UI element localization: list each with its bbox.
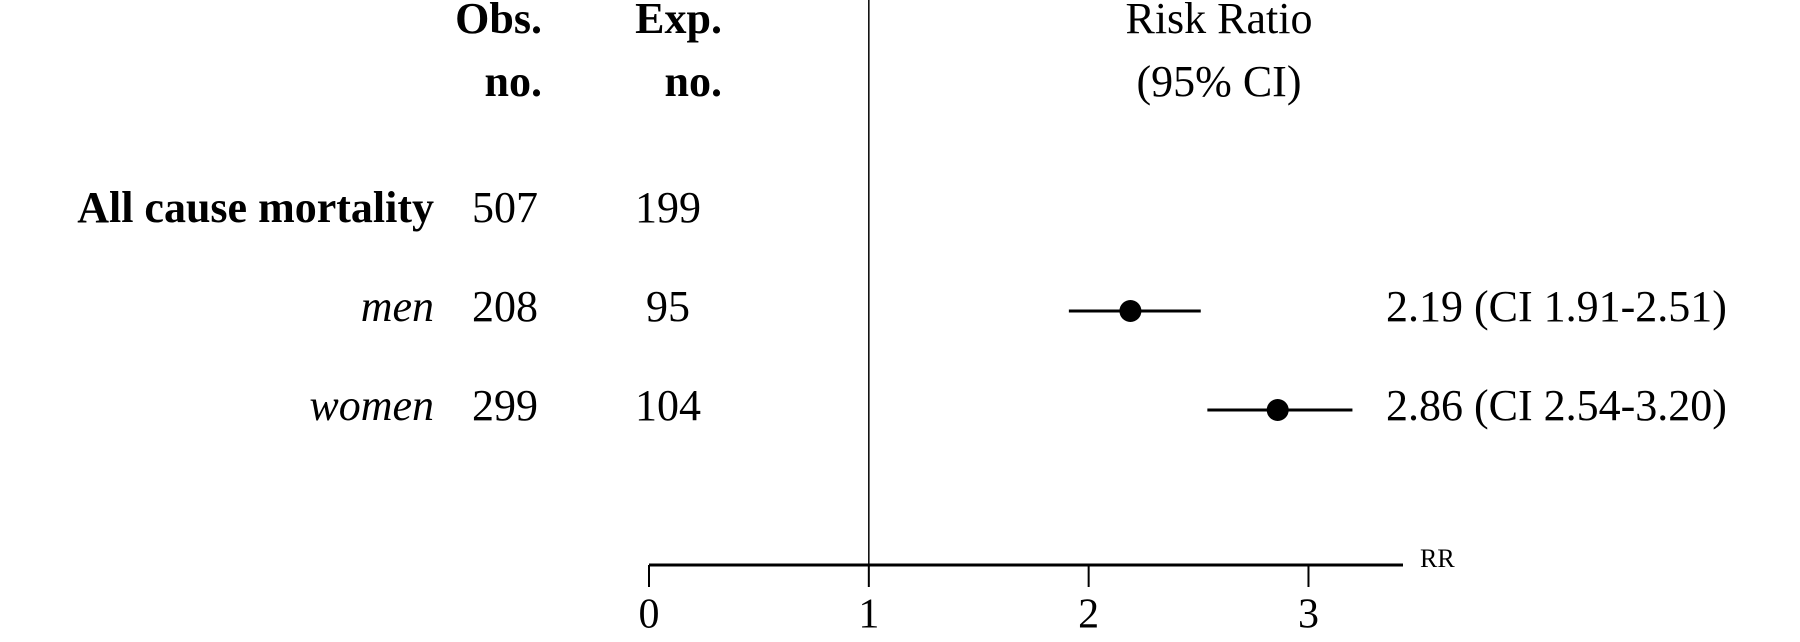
value-label: 2.19 (CI 1.91-2.51): [1386, 282, 1727, 331]
column-header: no.: [485, 57, 542, 106]
effect-header: (95% CI): [1137, 57, 1302, 106]
effect-header: Risk Ratio: [1125, 0, 1312, 43]
exp-value: 199: [635, 183, 701, 232]
column-header: no.: [665, 57, 722, 106]
estimate-point: [1119, 300, 1142, 322]
value-label: 2.86 (CI 2.54-3.20): [1386, 381, 1727, 430]
obs-value: 208: [472, 282, 538, 331]
column-header: Obs.: [455, 0, 542, 43]
estimate-point: [1266, 399, 1289, 421]
row-label: All cause mortality: [77, 183, 434, 232]
column-header: Exp.: [635, 0, 722, 43]
x-tick-label: 2: [1078, 592, 1099, 638]
x-tick-label: 1: [858, 592, 879, 638]
obs-value: 507: [472, 183, 538, 232]
obs-value: 299: [472, 381, 538, 430]
x-axis-label: RR: [1420, 544, 1455, 573]
x-tick-label: 3: [1298, 592, 1319, 638]
exp-value: 104: [635, 381, 701, 430]
row-label: men: [361, 282, 434, 331]
x-tick-label: 0: [639, 592, 660, 638]
exp-value: 95: [646, 282, 690, 331]
row-label: women: [309, 381, 434, 430]
